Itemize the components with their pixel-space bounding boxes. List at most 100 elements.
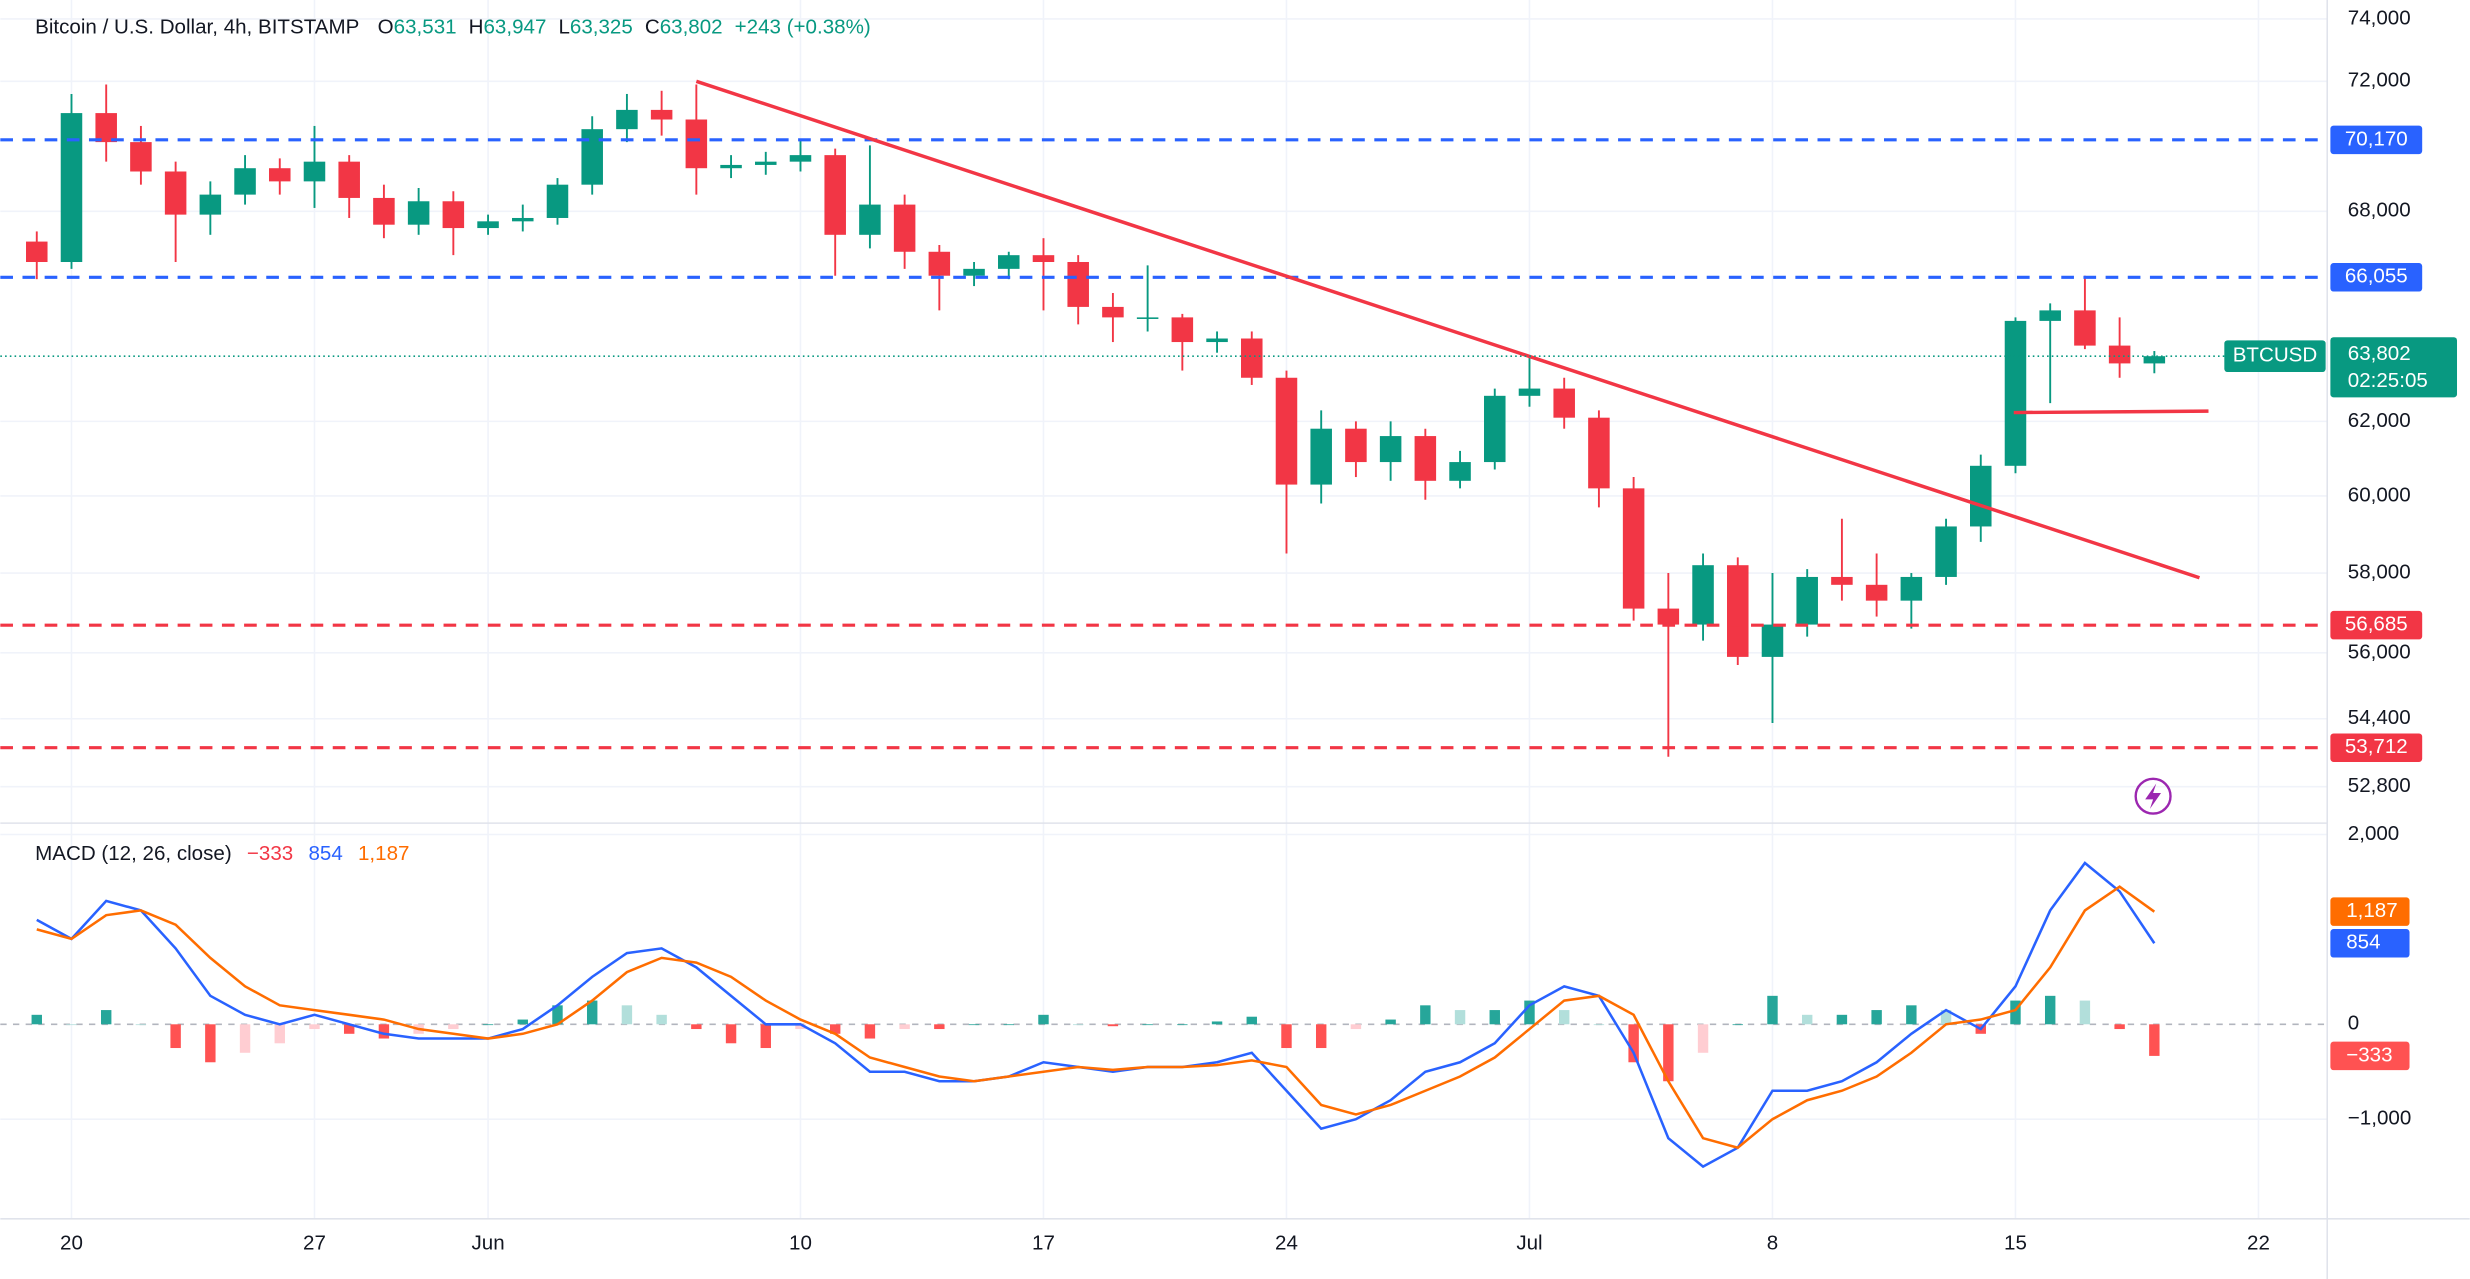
high: 63,947 xyxy=(484,16,547,39)
countdown: 02:25:05 xyxy=(2348,369,2428,392)
grid xyxy=(0,0,2328,1219)
x-tick-label: 22 xyxy=(2247,1232,2270,1255)
candle-body xyxy=(1345,428,1367,463)
histogram-bar xyxy=(1246,1016,1257,1025)
x-tick-label: Jul xyxy=(1516,1232,1542,1255)
x-tick-label: 17 xyxy=(1032,1232,1055,1255)
level-label-box xyxy=(2330,733,2423,762)
axes: 20 27 Jun 10 17 24 Jul 8 15 22 74,000 72,000 68,000 6… xyxy=(60,6,2458,1255)
candle-body xyxy=(1449,462,1471,481)
candle-body xyxy=(1206,338,1228,343)
y-tick-label: 56,000 xyxy=(2348,640,2411,663)
series-last-label: 854 xyxy=(2346,931,2380,954)
candle-body xyxy=(1379,436,1402,463)
histogram-bar xyxy=(829,1024,841,1034)
histogram-bar xyxy=(1211,1021,1223,1025)
candle-body xyxy=(2004,320,2027,466)
histogram-bar xyxy=(1593,1024,1605,1026)
alert-icon[interactable] xyxy=(2134,777,2172,815)
candle-body xyxy=(616,109,638,130)
candle-body xyxy=(1796,576,1818,625)
candle-body xyxy=(893,204,916,252)
histogram-bar xyxy=(448,1024,459,1030)
candle-body xyxy=(2074,310,2096,346)
histogram-bar xyxy=(1385,1019,1396,1025)
histogram-bar xyxy=(66,1024,77,1026)
candle-body xyxy=(581,129,603,185)
candle-body xyxy=(755,161,777,165)
level-label: 70,170 xyxy=(2345,127,2408,150)
trendline xyxy=(2013,409,2209,415)
y-tick-label: 52,800 xyxy=(2348,774,2411,797)
candle-body xyxy=(442,201,465,229)
level-label-box xyxy=(2330,125,2423,155)
candle-body xyxy=(1241,338,1263,378)
candle-body xyxy=(1310,428,1332,485)
candle-body xyxy=(199,194,222,215)
symbol-label: BTCUSD xyxy=(2233,344,2318,367)
candle-body xyxy=(373,197,395,225)
x-tick-label: 15 xyxy=(2004,1232,2027,1255)
symbol-box xyxy=(2224,340,2326,373)
candle-body xyxy=(1067,262,1089,307)
candle-body xyxy=(1900,576,1923,601)
macd-line xyxy=(36,885,2156,1150)
level-label: 56,685 xyxy=(2345,613,2408,636)
histogram-bar xyxy=(1767,995,1778,1025)
candle-body xyxy=(1171,317,1194,343)
candle-body xyxy=(1102,306,1124,318)
candle-body xyxy=(234,168,256,195)
candle-body xyxy=(338,161,360,198)
histogram-last-box xyxy=(2330,1041,2410,1071)
candle-body xyxy=(2039,310,2061,321)
x-tick-label: 8 xyxy=(1767,1232,1778,1255)
histogram-bar xyxy=(1836,1014,1848,1025)
candle-body xyxy=(26,241,48,263)
histogram-bar xyxy=(2079,1000,2091,1025)
symbol: Bitcoin / U.S. Dollar, 4h, BITSTAMP xyxy=(35,16,359,39)
histogram-bar xyxy=(1281,1024,1292,1049)
y-tick-label: 0 xyxy=(2348,1012,2359,1035)
series-last-box xyxy=(2330,897,2410,926)
candle-body xyxy=(269,168,291,182)
histogram-bar xyxy=(1906,1005,1917,1025)
l-label: L xyxy=(558,16,569,39)
candle-body xyxy=(1275,377,1298,485)
y-tick-label: 58,000 xyxy=(2348,560,2411,583)
candle-body xyxy=(685,119,708,169)
histogram-bar xyxy=(968,1024,980,1026)
histogram-bar xyxy=(1072,1024,1084,1026)
histogram-bar xyxy=(2149,1024,2160,1056)
candle-body xyxy=(928,251,951,276)
candle-body xyxy=(303,161,326,182)
histogram-bar xyxy=(239,1024,251,1053)
candle-body xyxy=(789,155,812,162)
histogram-bar xyxy=(621,1005,633,1025)
candle-body xyxy=(1032,255,1055,263)
histogram-bar xyxy=(170,1024,181,1049)
histogram-bar xyxy=(2010,1000,2021,1025)
y-tick-label: 54,400 xyxy=(2348,706,2411,729)
candle-body xyxy=(1692,565,1714,625)
level-label: 66,055 xyxy=(2345,265,2408,288)
macd-title: MACD (12, 26, close) xyxy=(35,842,232,865)
histogram-bar xyxy=(552,1005,563,1025)
candle-body xyxy=(1761,624,1784,657)
histogram-last-label: −333 xyxy=(2346,1043,2392,1066)
candle-body xyxy=(1588,417,1610,489)
marks xyxy=(0,79,2328,1169)
y-tick-label: 74,000 xyxy=(2348,6,2411,29)
histogram-bar xyxy=(343,1024,355,1034)
histogram-bar xyxy=(1801,1014,1813,1025)
histogram-bar xyxy=(1524,1000,1535,1025)
y-tick-label: 68,000 xyxy=(2348,199,2411,222)
histogram-bar xyxy=(205,1024,216,1063)
candle-body xyxy=(650,109,673,120)
histogram-bar xyxy=(100,1010,112,1025)
histogram-bar xyxy=(1454,1010,1466,1025)
y-tick-label: 2,000 xyxy=(2348,822,2399,845)
histogram-bar xyxy=(1697,1024,1709,1053)
candle-body xyxy=(477,221,499,229)
histogram-bar xyxy=(2044,995,2056,1025)
